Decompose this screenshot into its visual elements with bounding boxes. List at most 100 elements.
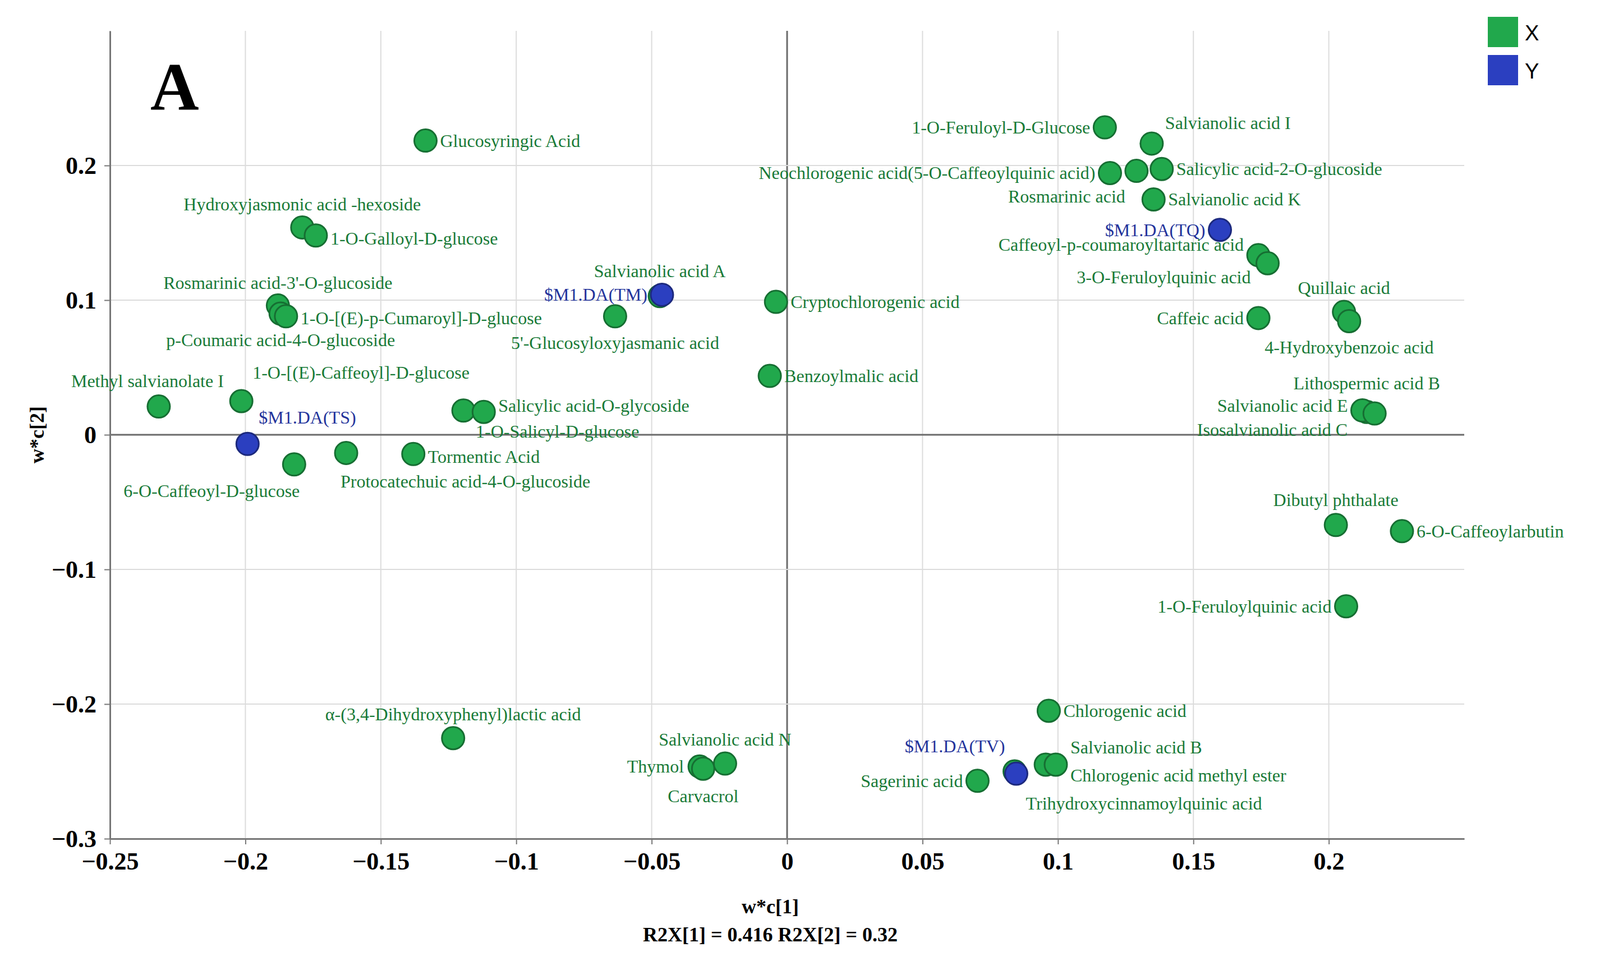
point bbox=[442, 727, 465, 750]
point bbox=[1334, 595, 1358, 618]
y-tick-label: −0.2 bbox=[51, 690, 97, 719]
x-tick-label: 0 bbox=[781, 847, 794, 876]
point bbox=[764, 290, 788, 314]
y-tick-mark bbox=[104, 704, 110, 706]
point bbox=[1150, 157, 1174, 181]
y-tick-mark bbox=[104, 300, 110, 302]
x-tick-label: −0.1 bbox=[494, 847, 540, 876]
x-tick-mark bbox=[922, 838, 924, 845]
point bbox=[1142, 187, 1165, 211]
points bbox=[147, 116, 1414, 793]
y-tick-label: 0.1 bbox=[65, 286, 97, 315]
y-tick-label: −0.3 bbox=[51, 825, 97, 853]
x-axis: −0.25−0.2−0.15−0.1−0.0500.050.10.150.2 bbox=[81, 838, 1465, 876]
point bbox=[691, 757, 715, 780]
point-label: Carvacrol bbox=[667, 785, 739, 807]
point-label: 1-O-Feruloyl-D-Glucose bbox=[911, 117, 1091, 138]
x-tick-label: −0.2 bbox=[223, 847, 269, 876]
point bbox=[1338, 309, 1361, 333]
y-tick-mark bbox=[104, 434, 110, 436]
y-tick: −0.2 bbox=[51, 690, 110, 719]
point bbox=[1256, 251, 1279, 275]
x-tick-mark bbox=[1328, 838, 1330, 845]
point bbox=[650, 283, 674, 306]
series-x bbox=[147, 116, 1414, 793]
point-label: Hydroxyjasmonic acid -hexoside bbox=[183, 194, 421, 215]
point-label: 5'-Glucosyloxyjasmanic acid bbox=[511, 332, 720, 353]
point-label: α-(3,4-Dihydroxyphenyl)lactic acid bbox=[325, 704, 582, 725]
point-label: Chlorogenic acid methyl ester bbox=[1070, 765, 1287, 786]
point bbox=[713, 752, 737, 775]
point bbox=[230, 389, 253, 413]
point-label: Neochlorogenic acid(5-O-Caffeoylquinic a… bbox=[758, 162, 1096, 183]
y-tick-mark bbox=[104, 838, 110, 840]
point-label: Salvianolic acid N bbox=[658, 729, 792, 750]
y-tick-mark bbox=[104, 165, 110, 167]
point-label: 1-O-Feruloylquinic acid bbox=[1157, 596, 1332, 617]
grid bbox=[109, 30, 1465, 839]
y-tick-label: −0.1 bbox=[51, 555, 97, 584]
point-label: 6-O-Caffeoylarbutin bbox=[1416, 521, 1564, 542]
point bbox=[1093, 116, 1116, 139]
point-label: Salicylic acid-2-O-glucoside bbox=[1176, 158, 1383, 179]
point bbox=[1004, 762, 1028, 785]
point bbox=[147, 395, 170, 418]
point bbox=[1247, 306, 1270, 330]
point bbox=[414, 129, 437, 153]
point-label: Rosmarinic acid-3'-O-glucoside bbox=[163, 272, 393, 293]
legend-label: X bbox=[1524, 21, 1539, 45]
x-tick-label: −0.05 bbox=[623, 847, 681, 876]
point-label: Caffeic acid bbox=[1156, 307, 1244, 329]
y-tick: 0.1 bbox=[65, 286, 110, 315]
grid-line bbox=[109, 703, 1465, 705]
point-label: Salicylic acid-O-glycoside bbox=[498, 395, 689, 416]
point-label: Salvianolic acid A bbox=[594, 260, 726, 282]
point bbox=[1390, 520, 1414, 543]
point-label: 6-O-Caffeoyl-D-glucose bbox=[123, 480, 300, 501]
point-label: Quillaic acid bbox=[1297, 277, 1390, 298]
point-label: 4-Hydroxybenzoic acid bbox=[1264, 337, 1434, 358]
x-tick-mark bbox=[1193, 838, 1195, 845]
point-label: Protocatechuic acid-4-O-glucoside bbox=[340, 471, 591, 492]
point-label: Cryptochlorogenic acid bbox=[790, 291, 960, 312]
point-label: $M1.DA(TQ) bbox=[1105, 219, 1206, 241]
point-label: 1-O-Salicyl-D-glucose bbox=[475, 421, 639, 442]
point bbox=[304, 224, 328, 247]
point-label: $M1.DA(TM) bbox=[544, 284, 648, 305]
x-tick: 0.2 bbox=[1313, 838, 1345, 876]
point bbox=[452, 399, 475, 422]
grid-line bbox=[109, 568, 1465, 570]
point bbox=[282, 453, 306, 476]
x-tick: −0.05 bbox=[623, 838, 681, 876]
point bbox=[1044, 753, 1068, 776]
point bbox=[236, 432, 259, 455]
point bbox=[1324, 513, 1347, 537]
x-tick: −0.2 bbox=[223, 838, 269, 876]
point bbox=[274, 305, 298, 328]
x-tick: 0.15 bbox=[1171, 838, 1216, 876]
point bbox=[1363, 402, 1386, 425]
annotation: R2X[1] = 0.416 R2X[2] = 0.32 bbox=[642, 923, 898, 946]
x-tick-label: 0.2 bbox=[1313, 847, 1345, 876]
point-label: Isosalvianolic acid C bbox=[1197, 419, 1348, 440]
x-tick-label: −0.15 bbox=[352, 847, 410, 876]
chart: −0.25−0.2−0.15−0.1−0.0500.050.10.150.2−0… bbox=[0, 0, 1600, 961]
title: A bbox=[150, 49, 200, 124]
x-tick: 0.1 bbox=[1042, 838, 1074, 876]
x-tick-mark bbox=[1057, 838, 1059, 845]
point bbox=[472, 400, 495, 424]
point-label: Dibutyl phthalate bbox=[1273, 489, 1399, 510]
y-tick-label: 0.2 bbox=[65, 152, 97, 180]
x-tick: 0 bbox=[781, 838, 794, 876]
x-tick-label: 0.05 bbox=[900, 847, 945, 876]
legend-swatch bbox=[1487, 16, 1519, 48]
point bbox=[1125, 159, 1148, 183]
y-axis: −0.3−0.2−0.100.10.2 bbox=[51, 31, 111, 853]
y-tick-mark bbox=[104, 569, 110, 571]
point-label: $M1.DA(TV) bbox=[904, 736, 1006, 757]
point-label: 1-O-[(E)-Caffeoyl]-D-glucose bbox=[252, 362, 470, 383]
y-tick: −0.3 bbox=[51, 825, 110, 853]
x-tick-label: 0.1 bbox=[1042, 847, 1074, 876]
legend-swatch bbox=[1487, 54, 1519, 86]
background bbox=[0, 0, 1600, 961]
